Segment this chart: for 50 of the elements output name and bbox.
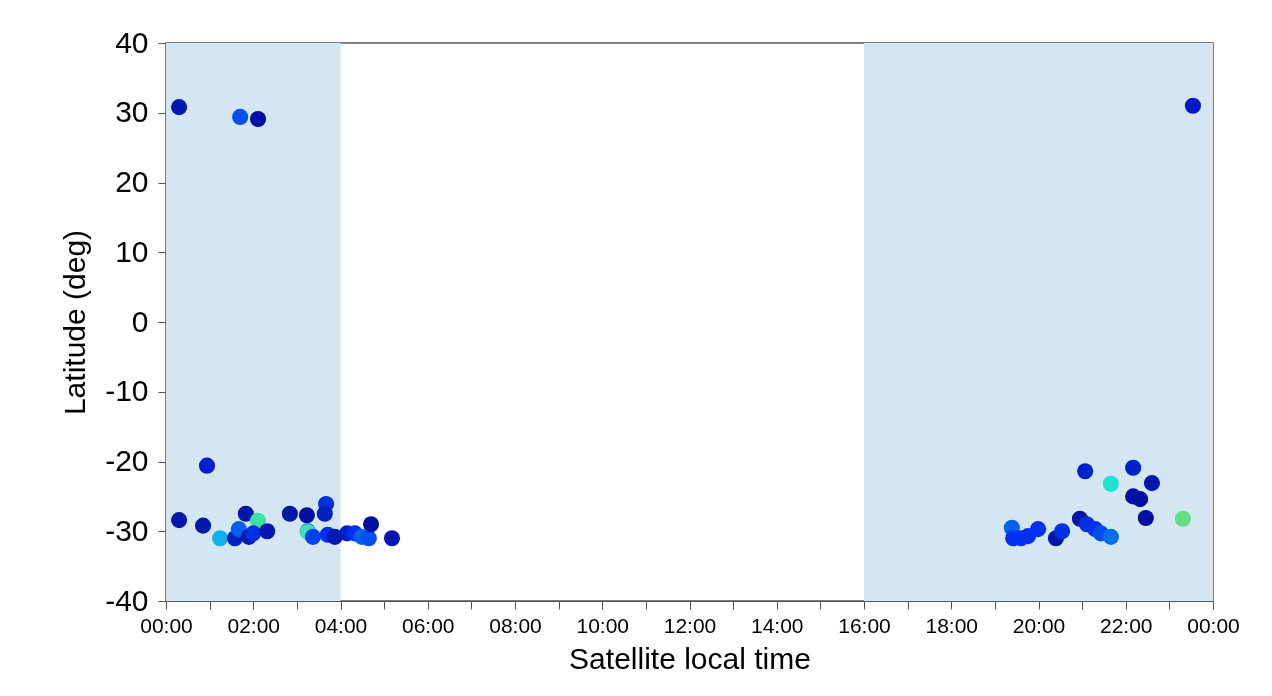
point bbox=[360, 530, 377, 547]
y-tick-label: -30 bbox=[105, 513, 149, 547]
point bbox=[281, 505, 298, 522]
point bbox=[383, 530, 401, 547]
point bbox=[249, 110, 267, 128]
point bbox=[259, 523, 276, 540]
point bbox=[195, 517, 212, 534]
point bbox=[212, 530, 229, 547]
point bbox=[298, 507, 315, 524]
point bbox=[1102, 475, 1119, 492]
point bbox=[304, 528, 322, 545]
x-tick-label: 06:00 bbox=[401, 613, 455, 637]
y-tick-label: 10 bbox=[115, 234, 149, 268]
x-tick-label: 18:00 bbox=[925, 613, 979, 637]
x-tick-label: 16:00 bbox=[838, 613, 891, 637]
x-tick-label: 10:00 bbox=[576, 613, 630, 637]
point bbox=[1077, 463, 1094, 480]
point bbox=[1030, 521, 1047, 538]
point bbox=[1054, 523, 1071, 540]
x-tick-label: 00:00 bbox=[1187, 613, 1240, 637]
point bbox=[198, 457, 216, 474]
y-tick-label: 0 bbox=[131, 304, 149, 338]
x-tick-label: 02:00 bbox=[227, 613, 281, 637]
point bbox=[316, 505, 333, 522]
y-tick-label: 40 bbox=[115, 25, 149, 59]
point bbox=[232, 108, 249, 125]
x-tick-label: 14:00 bbox=[750, 613, 804, 637]
point bbox=[1125, 459, 1142, 476]
point bbox=[237, 505, 254, 522]
point bbox=[245, 525, 262, 542]
point bbox=[1102, 528, 1119, 545]
x-tick-label: 08:00 bbox=[489, 613, 542, 637]
y-tick-label: -20 bbox=[105, 444, 149, 477]
x-tick-label: 12:00 bbox=[663, 613, 717, 637]
point bbox=[1132, 491, 1149, 508]
x-tick-label: 22:00 bbox=[1099, 613, 1153, 637]
x-tick-label: 20:00 bbox=[1012, 613, 1066, 637]
point bbox=[362, 516, 380, 533]
point bbox=[1143, 475, 1160, 492]
x-tick-label: 04:00 bbox=[314, 613, 368, 637]
x-axis-title: Satellite local time bbox=[569, 641, 811, 675]
y-tick-label: 20 bbox=[115, 165, 149, 198]
point bbox=[1137, 509, 1154, 527]
y-axis-title: Latitude (deg) bbox=[58, 229, 92, 416]
point bbox=[171, 99, 188, 116]
point bbox=[1174, 510, 1191, 527]
point bbox=[171, 512, 188, 529]
y-tick-label: -10 bbox=[105, 374, 149, 408]
point bbox=[1184, 97, 1201, 114]
y-tick-label: 30 bbox=[115, 95, 149, 129]
